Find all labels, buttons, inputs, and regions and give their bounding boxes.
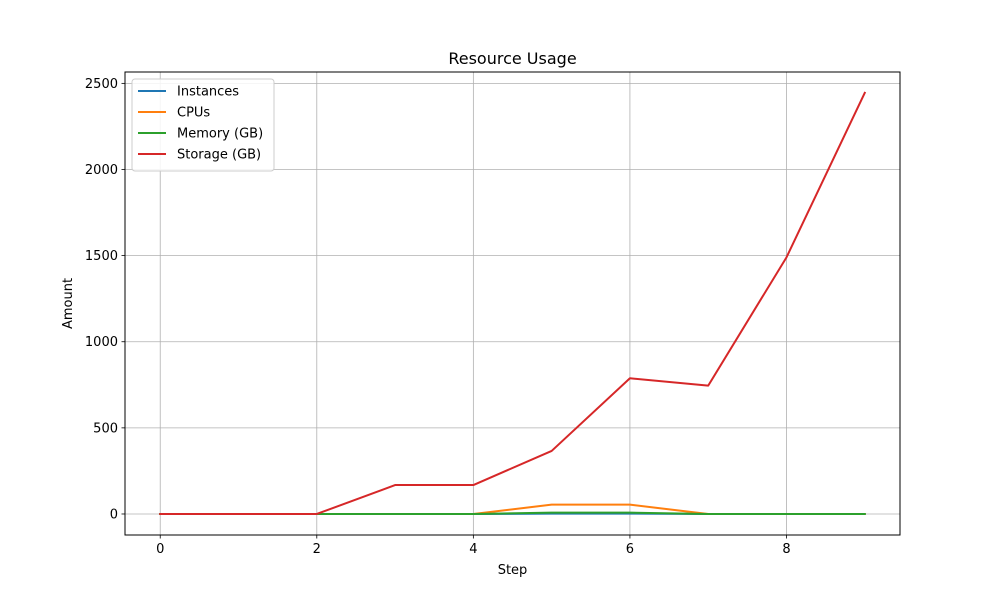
series-line-storage-gb xyxy=(159,91,867,515)
y-tick-label: 2500 xyxy=(85,77,118,92)
x-axis-title: Step xyxy=(498,563,528,578)
plot-frame xyxy=(124,71,901,536)
y-tick-label: 500 xyxy=(93,421,118,436)
x-tick-label: 8 xyxy=(782,542,790,557)
legend-label: Memory (GB) xyxy=(177,127,263,142)
x-tick-label: 2 xyxy=(313,542,321,557)
y-tick-label: 1000 xyxy=(85,335,118,350)
legend: Instances CPUs Memory (GB) Storage (GB) xyxy=(131,78,275,172)
y-axis-title: Amount xyxy=(61,278,76,329)
legend-label: Instances xyxy=(177,85,239,100)
x-tick-label: 6 xyxy=(626,542,634,557)
x-tick-label: 4 xyxy=(469,542,477,557)
chart-title: Resource Usage xyxy=(448,49,576,68)
axis-ticks: 0 2 4 6 8 0 500 1000 1500 2000 2500 xyxy=(85,77,791,557)
legend-box xyxy=(131,78,275,172)
series-lines xyxy=(159,91,867,515)
y-tick-label: 1500 xyxy=(85,249,118,264)
y-tick-label: 2000 xyxy=(85,163,118,178)
legend-label: Storage (GB) xyxy=(177,148,261,163)
legend-label: CPUs xyxy=(177,106,210,121)
y-tick-label: 0 xyxy=(110,507,118,522)
x-tick-label: 0 xyxy=(156,542,164,557)
